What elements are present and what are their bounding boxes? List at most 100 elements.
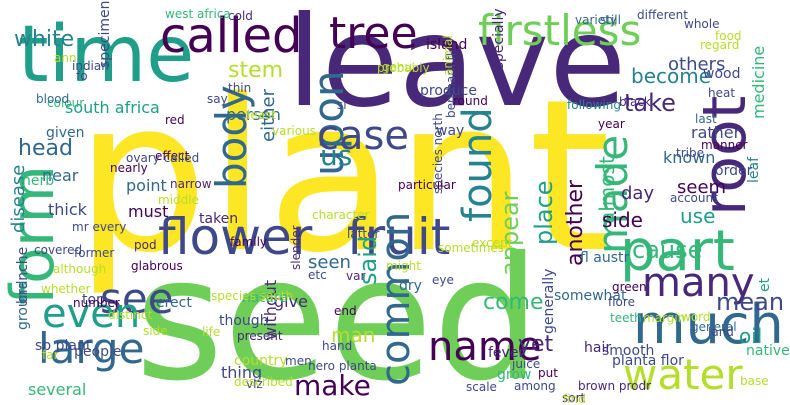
word-make: make — [294, 369, 371, 402]
word-middle: middle — [158, 193, 199, 207]
word-latter: latter — [347, 227, 380, 241]
word-margin: margin — [643, 311, 686, 325]
word-flore: flore — [608, 295, 635, 309]
word-rather: rather — [691, 123, 741, 142]
word-order: order — [715, 163, 753, 179]
word-food: food — [715, 29, 742, 43]
word-erect: erect — [156, 295, 192, 311]
word-even: even — [42, 291, 141, 337]
word-common: common — [373, 211, 419, 386]
word-become: become — [631, 64, 712, 88]
word-tribe: tribe — [676, 146, 704, 160]
word-character: character — [312, 208, 370, 222]
word-fever: fever — [488, 345, 525, 361]
word-regard: regard — [700, 38, 740, 52]
word-water: water — [623, 350, 743, 399]
word-give: give — [274, 292, 308, 311]
word-known: known — [663, 148, 716, 167]
word-et: et — [757, 277, 773, 292]
word-sometimes: sometimes — [438, 241, 505, 255]
word-ground: ground — [15, 280, 31, 330]
word-whole: whole — [684, 17, 720, 31]
word-ovary-called: ovary called — [126, 151, 200, 165]
word-narrow: narrow — [170, 177, 212, 191]
word-put: put — [538, 366, 558, 380]
word-though: though — [219, 313, 269, 329]
word-come: come — [483, 290, 544, 315]
word-eye: eye — [432, 273, 454, 287]
word-seem: seem — [677, 177, 727, 198]
word-land: land — [708, 325, 734, 339]
word-appear: appear — [496, 191, 524, 276]
word-say: say — [207, 92, 228, 106]
word-species-south: species south — [211, 289, 294, 303]
word-planta-flor: planta flor — [612, 353, 684, 369]
word-us: us — [320, 139, 353, 172]
word-heat: heat — [708, 86, 736, 100]
word-side: side — [602, 208, 643, 232]
word-dry: dry — [399, 278, 422, 294]
word-glabrous: glabrous — [131, 259, 183, 273]
word-plant: plant — [75, 54, 611, 299]
word-slender: slender — [289, 225, 303, 270]
word-white: white — [14, 27, 75, 52]
word-oil: oil — [739, 324, 763, 348]
word-top: top — [82, 292, 105, 308]
word-produce: produce — [420, 83, 477, 99]
word-time: time — [18, 10, 195, 100]
word-near: near — [42, 166, 79, 185]
word-medicine: medicine — [749, 45, 768, 119]
word-far: far — [42, 348, 59, 362]
word-hand: hand — [322, 339, 353, 353]
word-seed: seed — [135, 221, 541, 405]
word-various: various — [272, 124, 316, 138]
word-teeth: teeth — [610, 311, 642, 325]
word-wood: wood — [703, 66, 741, 82]
word-thick: thick — [48, 200, 87, 219]
word-day: day — [621, 183, 655, 204]
word-whether: whether — [41, 282, 91, 296]
word-described: described — [234, 375, 293, 389]
word-taken: taken — [199, 211, 239, 227]
word-sp-plant: sp plant — [35, 338, 92, 354]
word-men: men — [285, 354, 312, 368]
word-mean: mean — [716, 288, 785, 316]
word-distinct: distinct — [108, 308, 153, 322]
word-green: green — [612, 280, 647, 294]
word-case: case — [317, 113, 409, 159]
word-side: side — [143, 324, 168, 338]
word-point: point — [126, 176, 167, 195]
word-given: given — [46, 125, 85, 141]
word-viz: viz — [246, 377, 263, 391]
word-man: man — [331, 323, 376, 347]
word-former: former — [74, 246, 115, 260]
word-following: following — [567, 98, 621, 112]
word-genu: genu — [382, 60, 413, 74]
word-var: var — [346, 269, 366, 283]
word-name: name — [428, 324, 542, 370]
word-least: least — [247, 108, 277, 122]
word-effect: effect — [155, 149, 190, 163]
word-still: still — [600, 13, 621, 27]
word-blood: blood — [36, 92, 70, 106]
word-specimen: specimen — [97, 0, 113, 68]
word-except: except — [472, 236, 513, 250]
word-must: must — [128, 202, 169, 221]
word-last: last — [695, 112, 717, 126]
word-many: many — [642, 260, 755, 306]
word-use: use — [680, 204, 716, 228]
word-probably: probably — [377, 61, 430, 75]
word-base: base — [740, 374, 769, 388]
word-part: part — [620, 219, 735, 284]
word-particular: particular — [398, 178, 456, 192]
word-people: people — [74, 344, 122, 360]
word-head: head — [18, 136, 73, 161]
word-thing: thing — [221, 363, 263, 382]
word-grow: grow — [497, 367, 532, 383]
word-word: word — [681, 310, 711, 324]
word-animal: animal — [441, 35, 455, 76]
word-nearly: nearly — [110, 161, 148, 175]
word-called: called — [160, 8, 303, 64]
word-yet: yet — [518, 332, 554, 357]
